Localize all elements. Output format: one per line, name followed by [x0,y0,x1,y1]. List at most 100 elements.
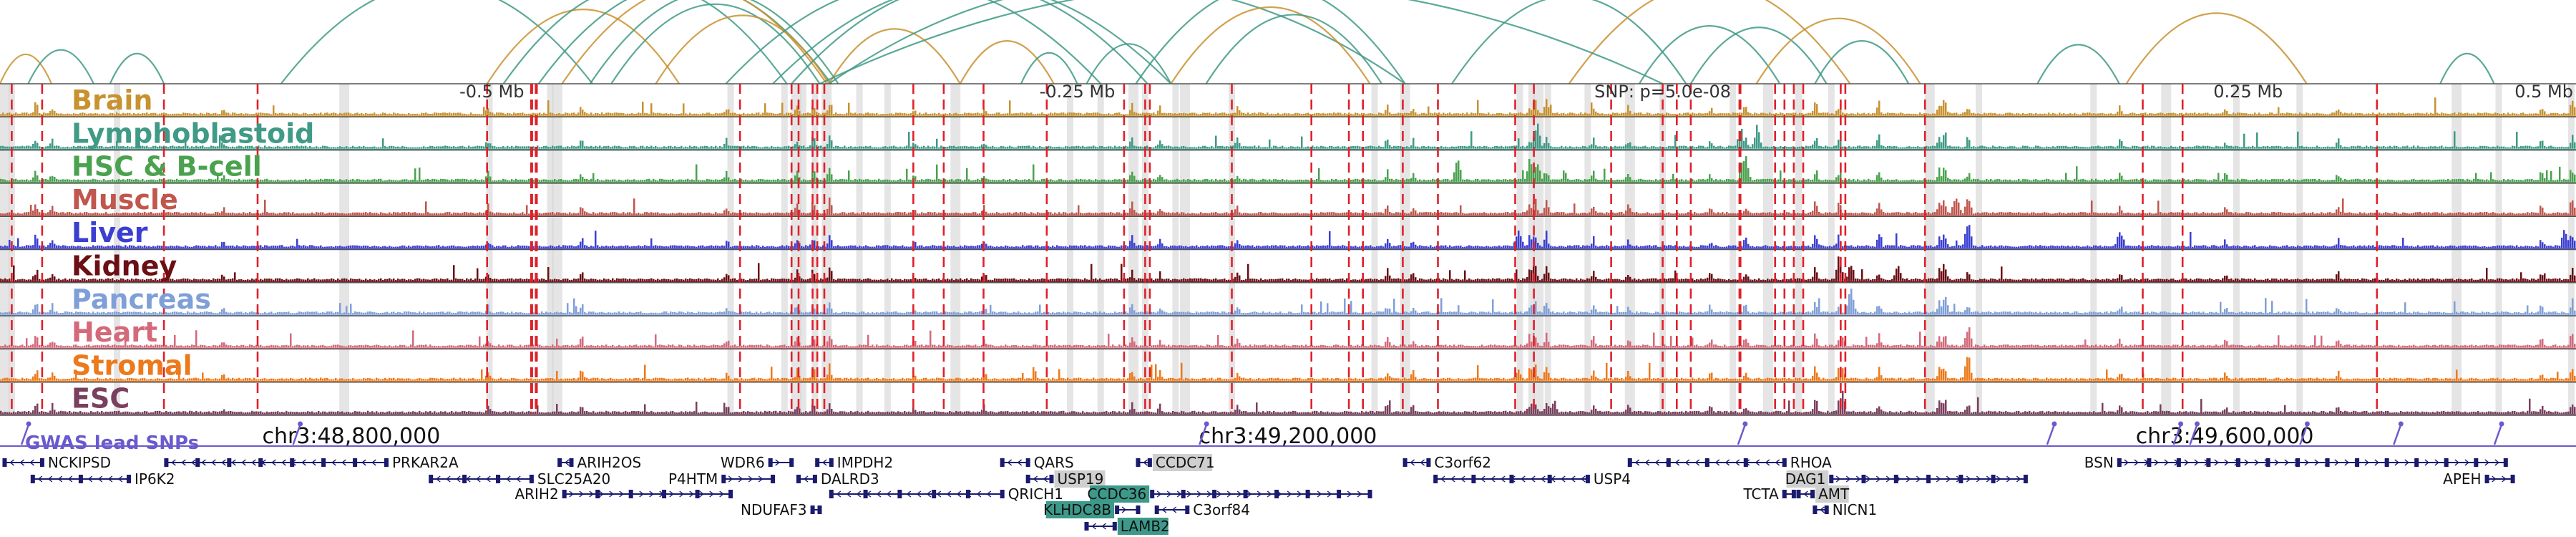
strand-chevron [181,459,186,466]
strand-chevron [231,459,236,466]
gene-label: NCKIPSD [48,454,111,471]
exon [2023,475,2028,483]
gene-label: AMT [1818,485,1850,503]
gene-klhdc8b: KLHDC8B [1043,501,1141,518]
gene-ip6k2: IP6K2 [30,470,175,488]
track-stromal [0,348,2576,382]
strand-chevron [2134,459,2139,466]
exon [258,458,263,467]
exon [595,490,600,498]
strand-chevron [2364,459,2369,466]
strand-chevron [191,459,196,466]
exon [1049,475,1054,483]
gene-dalrd3: DALRD3 [796,470,879,488]
strand-chevron [1694,459,1700,466]
strand-chevron [976,490,982,498]
strand-chevron [719,490,724,498]
strand-chevron [371,459,376,466]
loop-arc [27,49,94,84]
strand-chevron [97,475,103,483]
exon [2236,458,2240,467]
exon [2296,458,2300,467]
strand-chevron [1654,459,1660,466]
strand-chevron [1501,475,1506,483]
gwas-snp-marker [292,424,301,445]
gene-nicn1: NICN1 [1813,501,1877,518]
gene-label: CCDC71 [1156,454,1215,471]
exon [529,475,534,483]
track-signal [0,197,2576,216]
exon [1471,475,1476,483]
chrom-tick-label: chr3:49,600,000 [2136,424,2314,449]
gwas-snp-head [2051,421,2057,427]
loop-arc [109,53,165,84]
exon [1861,475,1866,483]
loop-arc [280,0,593,84]
strand-chevron [1420,459,1425,466]
chrom-tick-label: chr3:49,200,000 [1199,424,1377,449]
exon [39,458,44,467]
gene-label: DAG1 [1785,470,1826,488]
strand-chevron [1226,490,1232,498]
strand-chevron [1143,459,1148,466]
gene-arih2: ARIH2 [514,485,733,503]
exon [1627,458,1632,467]
strand-chevron [1885,475,1891,483]
track-hsc-b-cell [0,149,2576,183]
gene-rhoa: RHOA [1627,454,1832,471]
strand-chevron [107,475,113,483]
strand-chevron [1357,490,1362,498]
strand-chevron [1803,490,1808,498]
strand-chevron [37,475,43,483]
strand-chevron [211,459,216,466]
strand-chevron [619,490,624,498]
strand-chevron [331,459,336,466]
exon [1813,505,1818,514]
strand-chevron [956,490,962,498]
gwas-snp-head [2195,421,2200,427]
gene-label-highlight [1152,454,1213,471]
track-label: Brain [72,84,152,116]
loop-arc [561,0,828,84]
exon [2444,458,2449,467]
loop-arc [959,40,1055,84]
exon [1115,505,1120,514]
exon [863,490,868,498]
exon [1181,490,1186,498]
gene-label: PRKAR2A [392,454,459,471]
strand-chevron [986,490,992,498]
exon [829,490,834,498]
exon [1136,505,1141,514]
exon [30,475,35,483]
gene-label-highlight [1045,501,1115,518]
strand-chevron [1267,490,1272,498]
strand-chevron [803,475,809,483]
track-signal [0,390,2576,414]
track-label: Kidney [72,251,177,282]
exon [1243,490,1248,498]
strand-chevron [1986,475,1991,483]
strand-chevron [2194,459,2199,466]
exon [695,490,700,498]
exon [1000,458,1005,467]
exon [728,490,733,498]
strand-chevron [1966,475,1971,483]
strand-chevron [341,459,346,466]
exon [1893,475,1898,483]
track-esc [0,381,2576,415]
strand-chevron [2344,459,2349,466]
track-label: Stromal [72,349,192,381]
strand-chevron [1327,490,1332,498]
gwas-track-label: GWAS lead SNPs [25,432,199,454]
exon [2384,458,2389,467]
strand-chevron [679,490,684,498]
strand-chevron [609,490,614,498]
relative-tick-label: -0.25 Mb [1040,82,1116,102]
gene-label-highlight [1054,470,1106,488]
strand-chevron [361,459,366,466]
loop-arc [486,9,680,84]
gene-tcta: TCTA [1742,485,1796,503]
strand-chevron [1033,475,1038,483]
